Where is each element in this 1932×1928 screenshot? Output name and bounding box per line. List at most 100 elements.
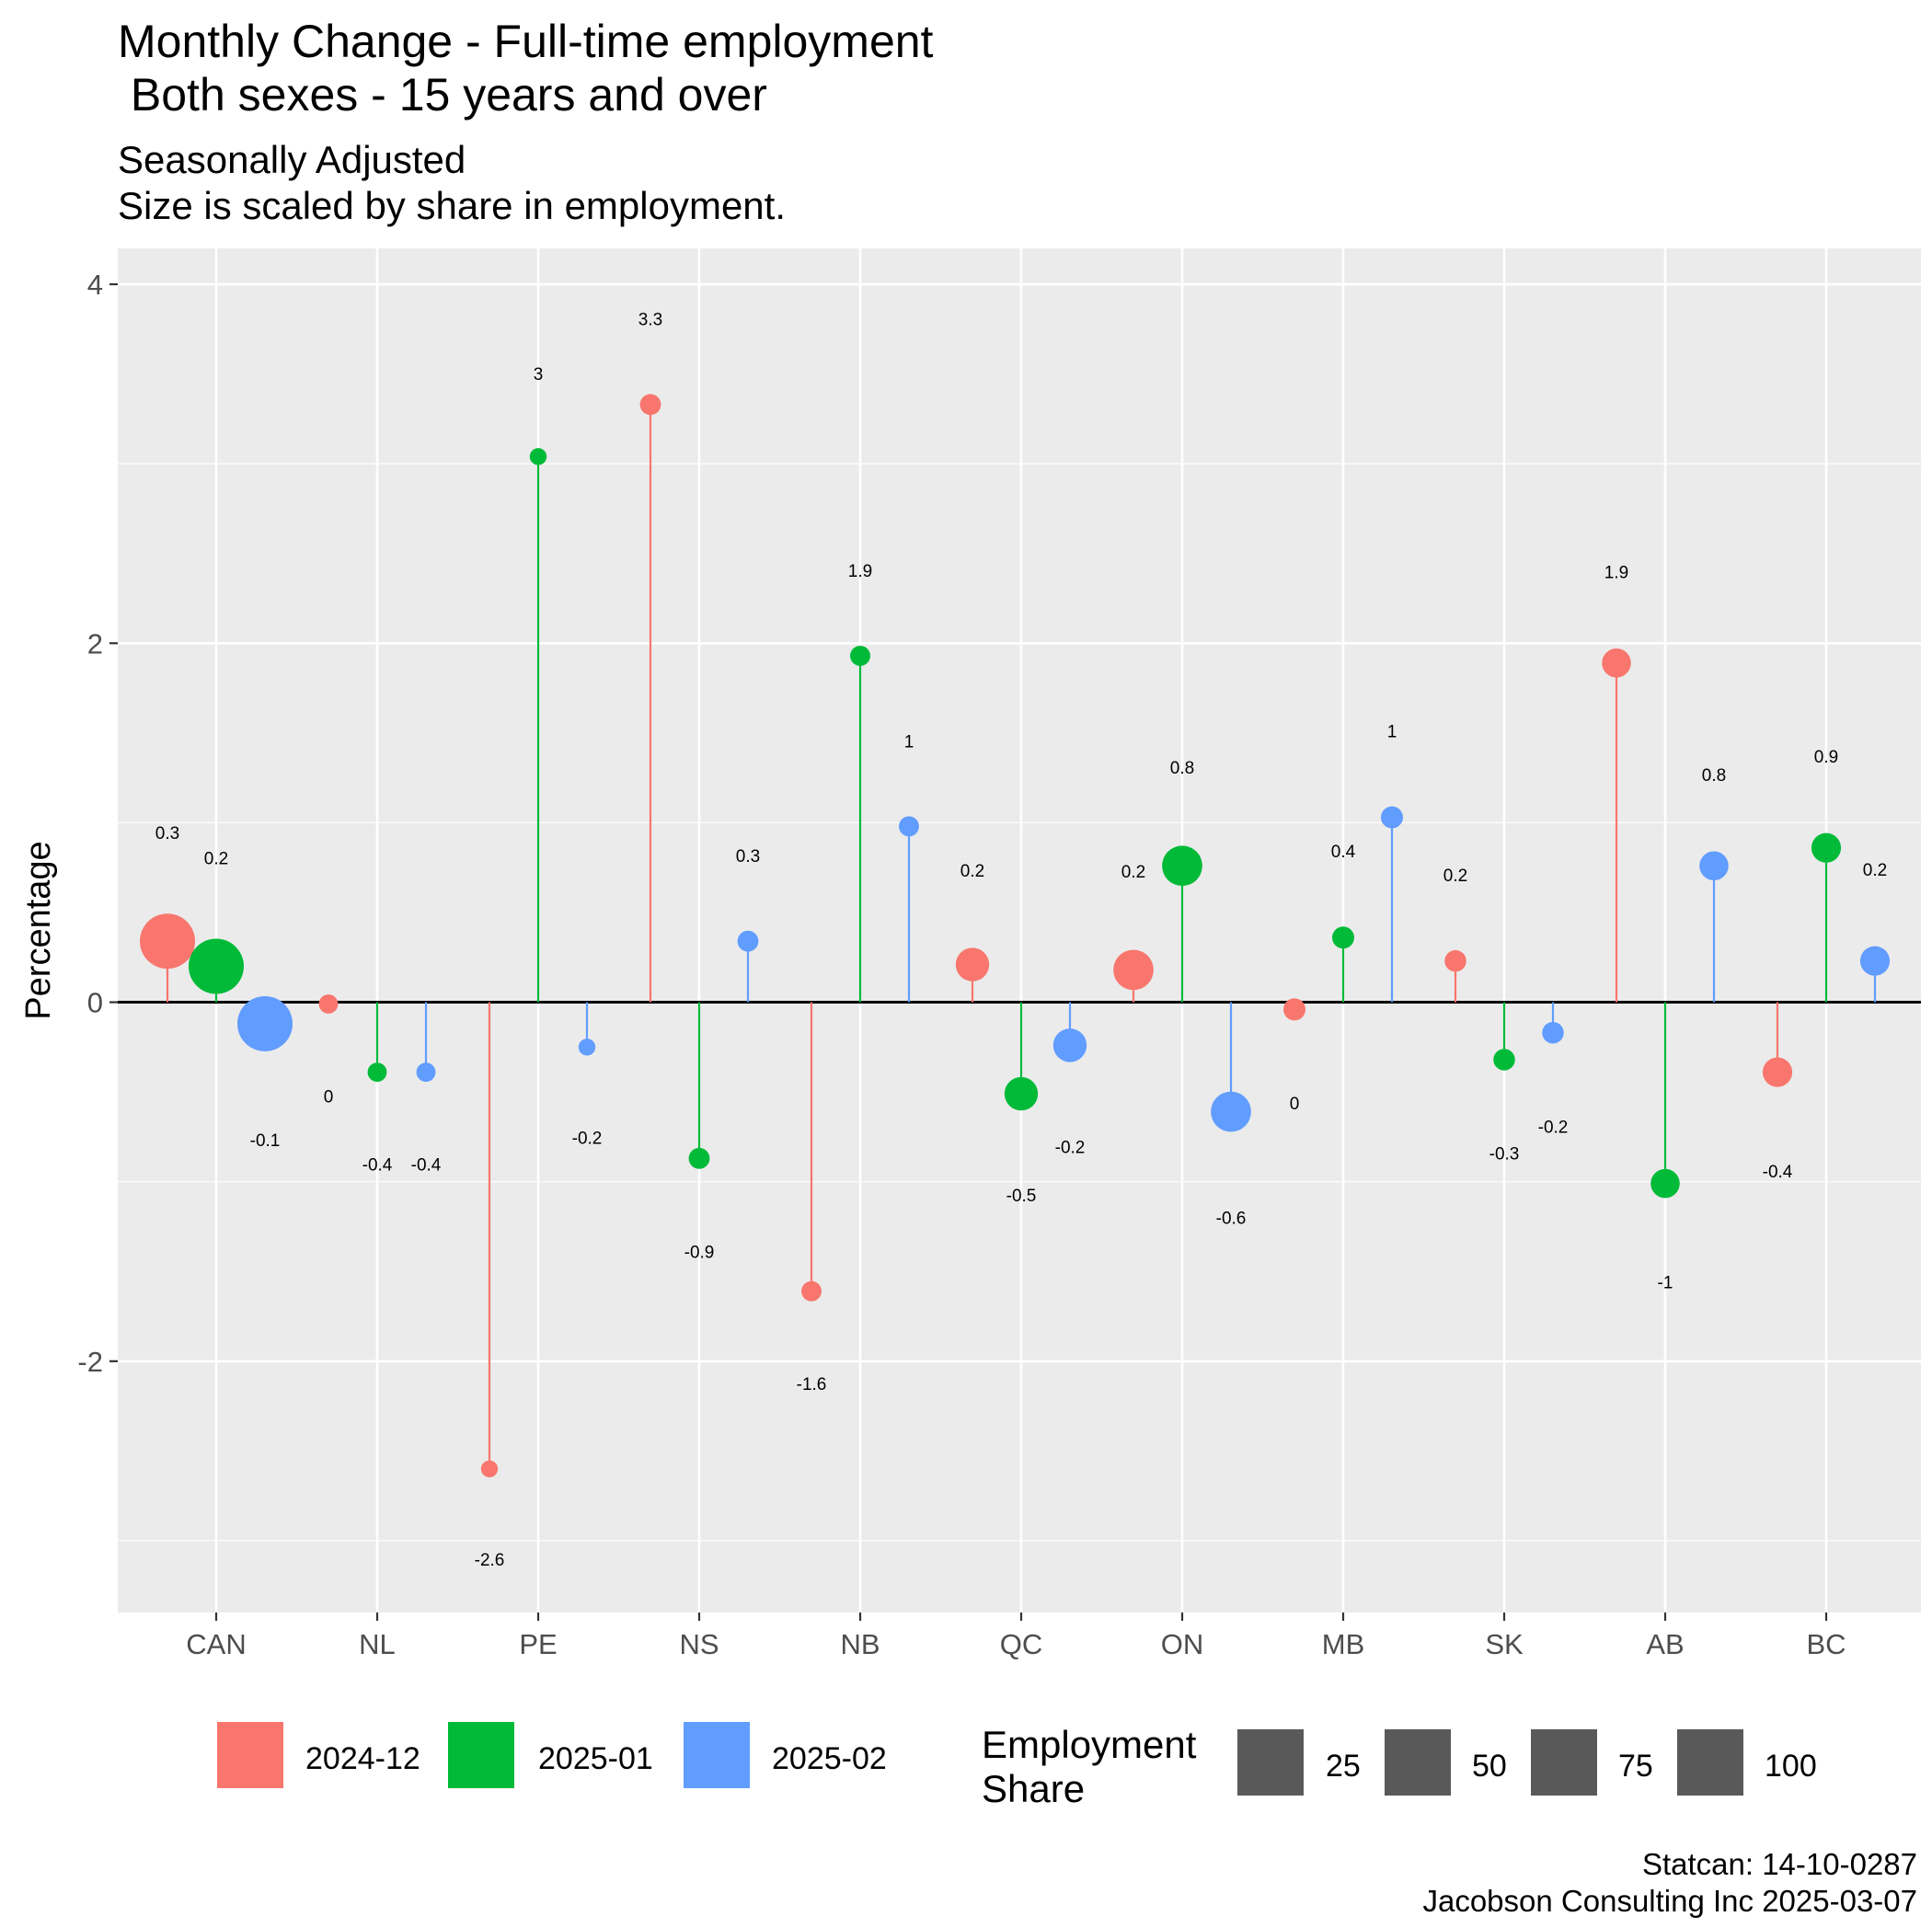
y-tick-label: 2 [87, 627, 103, 660]
data-label: 0.3 [736, 847, 760, 866]
x-tick-label: AB [1646, 1628, 1684, 1660]
lollipop-point [1283, 998, 1305, 1021]
legend-key-2025-02 [684, 1722, 750, 1788]
x-tick-label: NB [840, 1628, 880, 1660]
data-label: -0.4 [362, 1155, 393, 1175]
size-legend-label-75: 75 [1618, 1749, 1653, 1784]
lollipop-point [850, 645, 870, 666]
data-label: -0.2 [1055, 1139, 1086, 1158]
y-tick-label: -2 [77, 1346, 103, 1378]
data-label: -0.9 [684, 1243, 715, 1262]
data-label: -0.3 [1489, 1145, 1520, 1165]
data-label: -0.4 [411, 1155, 442, 1175]
lollipop-point [140, 913, 195, 970]
data-label: 1 [1387, 722, 1397, 741]
size-legend-label-50: 50 [1472, 1749, 1507, 1784]
size-legend-key-100 [1677, 1729, 1743, 1796]
legend-label-2024-12: 2024-12 [305, 1741, 420, 1776]
legend-label-2025-02: 2025-02 [772, 1741, 887, 1776]
data-label: 3 [534, 365, 544, 384]
lollipop-point [1493, 1049, 1515, 1071]
data-label: -0.6 [1216, 1210, 1247, 1229]
lollipop-point [1811, 832, 1842, 863]
data-label: 0.2 [1863, 861, 1887, 880]
lollipop-point [416, 1062, 436, 1083]
data-label: 0.2 [204, 849, 228, 868]
y-tick-label: 0 [87, 987, 103, 1019]
data-label: 0.2 [1443, 866, 1467, 886]
lollipop-point [1052, 1028, 1087, 1062]
chart-title-line-1: Monthly Change - Full-time employment [118, 16, 934, 67]
lollipop-point [529, 448, 547, 465]
data-label: 1 [904, 733, 914, 752]
data-label: 0 [1290, 1095, 1300, 1114]
data-label: -0.5 [1006, 1187, 1037, 1206]
lollipop-point [1113, 949, 1154, 991]
size-legend-key-75 [1531, 1729, 1597, 1796]
chart-subtitle-line-2: Size is scaled by share in employment. [118, 184, 786, 227]
lollipop-point [801, 1280, 822, 1302]
size-legend-key-50 [1385, 1729, 1451, 1796]
data-label: 1.9 [848, 562, 872, 581]
data-label: 1.9 [1604, 564, 1628, 583]
data-label: 0.2 [960, 862, 984, 881]
x-tick-label: QC [1000, 1628, 1043, 1660]
data-label: 0.8 [1170, 759, 1194, 778]
chart-subtitle-line-1: Seasonally Adjusted [118, 138, 466, 181]
x-tick-label: SK [1485, 1628, 1524, 1660]
lollipop-point [1602, 648, 1631, 678]
x-tick-label: CAN [186, 1628, 246, 1660]
data-label: -2.6 [475, 1551, 505, 1570]
lollipop-point [955, 947, 990, 981]
data-label: -0.2 [572, 1130, 603, 1149]
lollipop-point [318, 994, 339, 1014]
lollipop-point [1699, 851, 1729, 881]
data-label: 0.9 [1814, 748, 1838, 767]
data-label: 0.4 [1331, 843, 1356, 862]
lollipop-point [1332, 926, 1354, 949]
y-tick-label: 4 [87, 269, 103, 301]
lollipop-point [367, 1062, 387, 1083]
data-label: -0.4 [1763, 1163, 1793, 1182]
size-legend-key-25 [1237, 1729, 1304, 1796]
legend-label-2025-01: 2025-01 [538, 1741, 653, 1776]
data-label: -1.6 [797, 1375, 827, 1394]
lollipop-point [578, 1039, 596, 1056]
lollipop-point [639, 394, 661, 416]
legend-key-2024-12 [217, 1722, 283, 1788]
size-legend-title-line-1: Employment [982, 1723, 1197, 1766]
lollipop-point [1004, 1076, 1039, 1111]
lollipop-point [688, 1147, 710, 1169]
data-label: -0.2 [1538, 1118, 1569, 1137]
lollipop-point [1859, 946, 1891, 976]
lollipop-point [1211, 1091, 1251, 1132]
lollipop-point [737, 930, 759, 952]
legend-key-2025-01 [448, 1722, 514, 1788]
lollipop-point [1444, 949, 1466, 972]
lollipop-point [480, 1460, 499, 1478]
lollipop-point [1650, 1168, 1680, 1199]
x-tick-label: ON [1161, 1628, 1204, 1660]
data-label: -0.1 [250, 1131, 281, 1151]
lollipop-point [237, 995, 293, 1051]
data-label: 0.8 [1702, 766, 1726, 786]
x-tick-label: NS [679, 1628, 719, 1660]
size-legend-label-25: 25 [1326, 1749, 1361, 1784]
plot-panel [118, 248, 1921, 1612]
data-label: -1 [1658, 1274, 1673, 1293]
size-legend-label-100: 100 [1765, 1749, 1817, 1784]
x-tick-label: NL [359, 1628, 396, 1660]
caption-line-2: Jacobson Consulting Inc 2025-03-07 [1422, 1884, 1917, 1918]
lollipop-point [1162, 845, 1202, 887]
x-tick-label: BC [1806, 1628, 1846, 1660]
x-tick-label: PE [519, 1628, 557, 1660]
lollipop-point [899, 816, 919, 837]
caption-line-1: Statcan: 14-10-0287 [1641, 1847, 1917, 1881]
data-label: 3.3 [638, 310, 662, 329]
lollipop-point [189, 938, 244, 994]
chart-title-line-2: Both sexes - 15 years and over [118, 69, 767, 120]
data-label: 0 [324, 1087, 334, 1107]
x-tick-label: MB [1322, 1628, 1365, 1660]
lollipop-point [1762, 1057, 1793, 1087]
